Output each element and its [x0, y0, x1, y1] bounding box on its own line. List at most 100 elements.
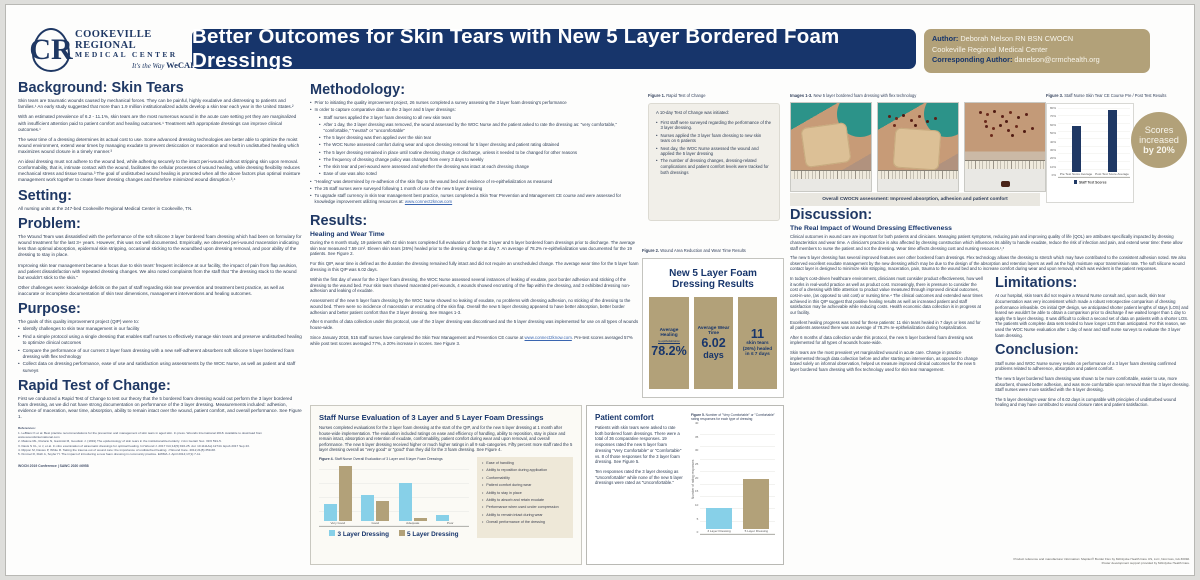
- problem-paragraph: Improving skin tear management became a …: [18, 262, 298, 280]
- criteria-item: • Overall performance of the dressing: [482, 520, 545, 525]
- left-column: Background: Skin Tears Skin tears are tr…: [18, 80, 302, 468]
- results-paragraph: Since January 2018, 515 staff nurses hav…: [310, 334, 633, 346]
- staff-evaluation-box: Staff Nurse Evaluation of 3 Layer and 5 …: [310, 405, 582, 565]
- discussion-paragraph: In today's cost-driven healthcare enviro…: [790, 276, 983, 315]
- stat-value: 11: [750, 326, 765, 341]
- discussion-left-column: In today's cost-driven healthcare enviro…: [790, 276, 985, 412]
- figure1-bullet: • Nurses applied the 3 layer foam dressin…: [656, 132, 762, 144]
- staff-evaluation-paragraph: Nurses completed evaluations for the 3 l…: [319, 425, 573, 453]
- legend-swatch-5layer: [399, 530, 405, 537]
- methodology-item: • "Healing" was determined by re-adhesion…: [310, 178, 553, 184]
- criteria-item: • Patient comfort during wear: [482, 483, 532, 488]
- background-paragraph: The wear time of a dressing determines i…: [18, 136, 300, 154]
- figure5-chart: 40 35 30 25 20 15 10 5 0 3 Layer Dressing 5 Layer …: [695, 422, 775, 536]
- wound-photo-2: [877, 102, 959, 192]
- logo-tagline: It's the Way WeCARE: [132, 60, 202, 71]
- discussion-paragraph: Clinical outcomes in wound care are impo…: [790, 234, 1183, 251]
- methodology-subitem: • The WOC Nurse assessed comfort during w…: [319, 142, 560, 148]
- reference-item: 1. LeBlanc K et al. Best practice recomm…: [18, 430, 263, 439]
- methodology-item: • Prior to initiating the quality improve…: [310, 100, 567, 106]
- purpose-bullet: • Find a simple protocol using a single d…: [18, 334, 302, 346]
- reference-item: 2. Malone ML, Rozario N, Gavinski M, Goo…: [18, 439, 222, 444]
- methodology-item: • In order to capture comparative data on…: [310, 107, 456, 113]
- methodology-subitem: • Ease of use was also noted: [319, 171, 377, 177]
- discussion-paragraph: The new 5 layer dressing has several imp…: [790, 255, 1187, 272]
- figure5-caption: Figure 5. Number of "Very Comfortable" o…: [691, 413, 775, 422]
- rapid-test-paragraph: First we conducted a Rapid Test of Chang…: [18, 395, 302, 420]
- connect2know-link[interactable]: www.connect2know.com: [404, 198, 453, 204]
- conclusion-paragraph: Skin tears are the most prevalent yet ma…: [790, 350, 978, 373]
- patient-comfort-paragraph: Ten responses rated the 3 layer dressing…: [595, 468, 683, 486]
- criteria-item: • Ability to stay in place: [482, 490, 522, 495]
- results-heading: Results:: [310, 212, 368, 229]
- hospital-logo: CR COOKEVILLE REGIONAL MEDICAL CENTER It…: [29, 25, 202, 75]
- methodology-subitem: • The 5 layer dressing was then applied o…: [319, 135, 432, 141]
- results-paragraph: Within the first day of wear for the 3 l…: [310, 276, 631, 294]
- purpose-bullet: • Collect data on dressing performance, e…: [18, 361, 296, 373]
- results-paragraph: During the 6 month study, 19 patients wi…: [310, 239, 636, 257]
- figure2-caption: Figure 2. Wound Area Reduction and Wear …: [642, 248, 746, 253]
- reference-item: 4. Rippon M, Davies P, White R. Taking t…: [18, 447, 216, 452]
- figure4-legend: 3 Layer Dressing 5 Layer Dressing: [319, 530, 469, 538]
- wound-photo-1: [790, 102, 872, 192]
- references-heading: References:: [18, 426, 36, 431]
- conclusion-paragraph: The new 5 layer bordered foam dressing w…: [995, 375, 1190, 393]
- purpose-intro: The goals of this quality improvement pr…: [18, 319, 140, 325]
- results-paragraph: After 6 months of data collection under …: [310, 319, 639, 331]
- results-paragraph: Assessment of the new 5 layer foam dress…: [310, 298, 631, 315]
- wound-photo-3: [964, 102, 1046, 192]
- background-paragraph: An ideal dressing must not adhere to the…: [18, 159, 301, 183]
- figure3-chart: 80% 70% 60% 50% 40% 30% 20% 10% 0% Pre Test Score…: [1050, 106, 1130, 178]
- conclusion-heading: Conclusion:: [995, 342, 1079, 359]
- figure1-bullet: • The number of dressing changes, dressin…: [656, 158, 769, 175]
- background-heading: Background: Skin Tears: [18, 80, 184, 96]
- patient-comfort-heading: Patient comfort: [595, 413, 654, 422]
- figure3-legend: Staff Test Scores: [1050, 180, 1130, 185]
- logo-line2: MEDICAL CENTER: [75, 50, 178, 60]
- legend-swatch-3layer: [329, 530, 336, 537]
- figure1-box: A 10-day Test of Change was initiated: •…: [648, 103, 780, 221]
- logo-monogram-icon: CR: [29, 28, 73, 72]
- criteria-item: • Ability to absorb and retain exudate: [482, 498, 545, 502]
- figure3-caption: Figure 3. Staff Nurse Skin Tear CE Cours…: [1046, 93, 1167, 98]
- methodology-item: • To upgrade staff currency in skin tear …: [310, 193, 622, 204]
- problem-paragraph: The Wound Team was dissatisfied with the…: [18, 234, 302, 258]
- figure2-box: New 5 Layer Foam Dressing Results Averag…: [642, 258, 784, 398]
- connect2know-link[interactable]: www.connect2know.com: [524, 334, 572, 340]
- corresponding-label: Corresponding Author:: [932, 55, 1013, 65]
- poster-title: Better Outcomes for Skin Tears with New …: [192, 25, 840, 72]
- setting-heading: Setting:: [18, 187, 72, 204]
- methodology-subitem: • Staff nurses applied the 3 layer foam d…: [319, 114, 452, 120]
- images-caption: Images 1-3. New 5 layer bordered foam dr…: [790, 93, 917, 98]
- figure1-caption: Figure 1. Rapid Test of Change: [648, 93, 706, 98]
- limitations-conclusion-column: Limitations: At our hospital, skin tears…: [995, 275, 1190, 412]
- manufacturer-footnote: Product reference and manufacturer infor…: [1013, 557, 1190, 566]
- results-subhead: Healing and Wear Time: [310, 230, 385, 238]
- stat-card-wear-time: Average Wear Time 6.02 days: [694, 297, 733, 389]
- conference-note: WOCN 2019 Conference | SAWC 2020 #6958: [18, 463, 89, 468]
- references: References: 1. LeBlanc K et al. Best pra…: [18, 426, 302, 456]
- methodology-subitem: • The skin tear and peri-wound were asses…: [319, 164, 530, 170]
- purpose-heading: Purpose:: [18, 301, 81, 318]
- criteria-item: • Conformability: [482, 475, 510, 480]
- patient-comfort-paragraph: Patients with skin tears were asked to r…: [595, 425, 682, 465]
- cwocn-assessment-bar: Overall CWOCN assessment: Improved absor…: [790, 193, 1040, 206]
- criteria-item: • Ability to reposition during applicatio…: [482, 468, 548, 473]
- limitations-heading: Limitations:: [995, 275, 1078, 292]
- background-paragraph: Skin tears are traumatic wounds caused b…: [18, 98, 294, 110]
- criteria-item: • Ability to remain intact during wear: [482, 512, 543, 517]
- setting-text: All nursing units at the 247-bed Cookevi…: [18, 205, 193, 211]
- methodology-subitem: • The frequency of dressing change policy…: [319, 156, 484, 162]
- scores-increase-badge: Scores increased by 20%: [1131, 112, 1187, 168]
- discussion-subhead: The Real Impact of Wound Dressing Effect…: [790, 225, 952, 233]
- author-org: Cookeville Regional Medical Center: [932, 44, 1048, 54]
- reference-item: 5. Kimmel R, Roth A, Soyfer H. The impac…: [18, 452, 202, 457]
- stat-card-healing: Average Healing re-epithelialization 78.…: [649, 297, 689, 389]
- methodology-subitem: • The 5 layer dressing remained in place …: [319, 149, 578, 155]
- conclusion-paragraph: Staff nurse and WOC Nurse survey results…: [995, 360, 1177, 372]
- author-label: Author:: [932, 34, 959, 43]
- author-name: Deborah Nelson RN BSN CWOCN: [960, 34, 1074, 43]
- conclusion-paragraph: The 5 layer dressing's wear time of 6.02…: [995, 396, 1177, 408]
- results-paragraph: For this QIP, wear time is defined as th…: [310, 261, 639, 272]
- problem-paragraph: Other challenges were: knowledge deficit…: [18, 284, 284, 296]
